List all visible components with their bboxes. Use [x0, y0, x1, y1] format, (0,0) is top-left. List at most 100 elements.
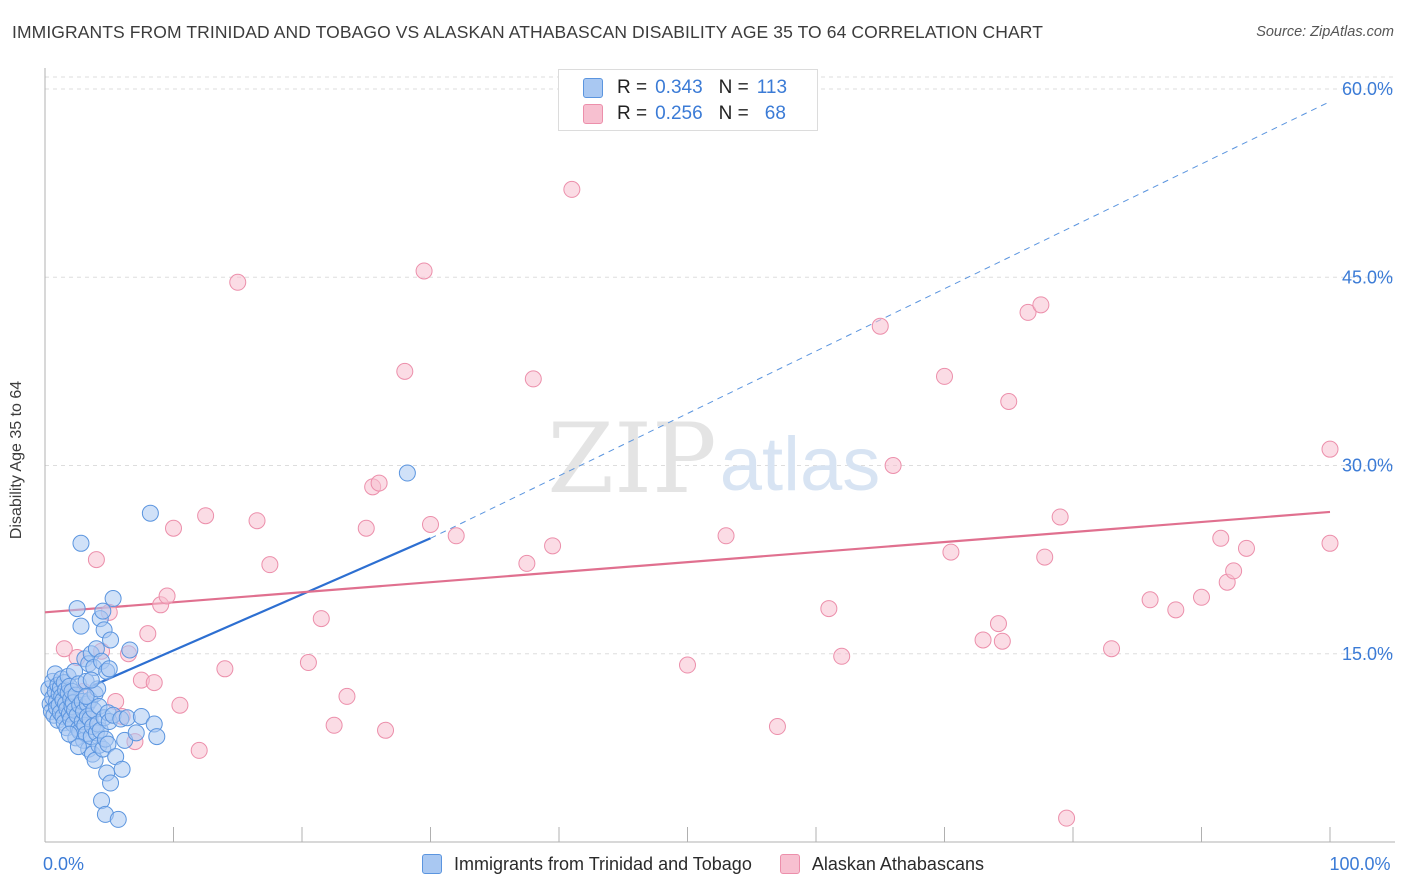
point-athabascan — [158, 587, 176, 605]
point-athabascan — [1051, 508, 1069, 526]
gridlines — [45, 76, 1395, 655]
legend-row-blue: R = 0.343 N = 113 — [583, 76, 787, 100]
point-athabascan — [833, 647, 851, 665]
point-athabascan — [422, 515, 439, 533]
point-athabascan — [145, 674, 163, 692]
point-athabascan — [248, 512, 266, 530]
point-athabascan — [357, 519, 375, 537]
legend-item-athabascan: Alaskan Athabascans — [779, 853, 984, 875]
point-athabascan — [518, 554, 536, 572]
point-athabascan — [1141, 591, 1159, 609]
legend-n-value: 113 — [756, 77, 788, 98]
point-trinidad — [141, 504, 159, 522]
legend-n-value: 68 — [764, 103, 786, 124]
watermark-zip: ZIP — [547, 403, 716, 515]
point-athabascan — [325, 716, 343, 734]
legend-r-value: 0.256 — [655, 103, 703, 124]
trend-line-athabascan — [44, 510, 1331, 614]
point-trinidad — [102, 774, 120, 792]
point-athabascan — [993, 632, 1011, 650]
point-trinidad — [148, 728, 166, 746]
point-athabascan — [1058, 809, 1076, 827]
point-athabascan — [190, 741, 208, 759]
legend-r-value: 0.343 — [655, 77, 703, 98]
point-athabascan — [396, 362, 414, 380]
point-athabascan — [942, 543, 960, 561]
point-athabascan — [139, 625, 157, 643]
point-athabascan — [679, 656, 696, 674]
legend-r-label: R = — [617, 77, 648, 98]
correlation-legend: R = 0.343 N = 113 R = 0.256 N = 68 — [558, 69, 818, 131]
legend-swatch-blue — [583, 78, 603, 98]
y-tick-label: 30.0% — [1342, 456, 1393, 476]
point-trinidad — [72, 617, 90, 635]
point-athabascan — [1019, 303, 1037, 321]
point-athabascan — [370, 474, 388, 492]
point-trinidad — [127, 724, 145, 742]
legend-row-pink: R = 0.256 N = 68 — [583, 102, 786, 126]
point-athabascan — [1000, 392, 1018, 410]
point-athabascan — [1321, 440, 1339, 458]
x-tick-label: 0.0% — [43, 854, 84, 874]
point-athabascan — [1032, 296, 1050, 314]
point-trinidad — [113, 760, 131, 778]
point-athabascan — [717, 527, 735, 545]
point-athabascan — [299, 654, 317, 672]
point-trinidad — [104, 590, 122, 608]
point-athabascan — [884, 457, 902, 474]
series-legend: Immigrants from Trinidad and Tobago Alas… — [0, 850, 1406, 878]
point-trinidad — [69, 738, 87, 756]
point-trinidad — [398, 464, 416, 482]
point-athabascan — [165, 519, 182, 537]
point-trinidad — [118, 709, 136, 727]
point-athabascan — [1103, 640, 1121, 658]
point-athabascan — [1237, 539, 1255, 557]
point-trinidad — [121, 641, 139, 659]
point-athabascan — [544, 537, 562, 555]
source-label: Source: ZipAtlas.com — [1256, 24, 1394, 40]
point-athabascan — [87, 551, 105, 569]
legend-label-trinidad: Immigrants from Trinidad and Tobago — [454, 853, 752, 874]
point-athabascan — [871, 317, 889, 335]
legend-swatch-athabascan — [779, 854, 800, 874]
x-tick-label: 100.0% — [1329, 854, 1390, 874]
point-athabascan — [312, 610, 330, 628]
chart-title: IMMIGRANTS FROM TRINIDAD AND TOBAGO VS A… — [12, 22, 1043, 42]
point-athabascan — [447, 527, 465, 545]
point-athabascan — [563, 180, 581, 198]
y-tick-label: 15.0% — [1342, 644, 1393, 664]
point-athabascan — [261, 556, 279, 574]
point-trinidad — [77, 687, 95, 705]
point-trinidad — [132, 708, 150, 725]
point-trinidad — [100, 660, 118, 678]
point-trinidad — [82, 671, 100, 689]
watermark: ZIP atlas — [547, 403, 880, 515]
legend-swatch-trinidad — [422, 854, 443, 874]
point-athabascan — [1321, 534, 1339, 552]
point-athabascan — [989, 615, 1007, 633]
y-axis-label: Disability Age 35 to 64 — [8, 380, 25, 540]
watermark-atlas: atlas — [720, 422, 881, 507]
point-athabascan — [338, 687, 356, 705]
point-trinidad — [109, 810, 127, 828]
point-athabascan — [1212, 529, 1230, 547]
point-athabascan — [524, 370, 542, 388]
point-athabascan — [768, 718, 786, 736]
point-athabascan — [377, 721, 395, 739]
legend-r-label: R = — [617, 103, 648, 124]
point-trinidad — [68, 600, 86, 618]
point-athabascan — [974, 631, 992, 649]
point-trinidad — [72, 534, 90, 552]
legend-n-label: N = — [718, 103, 749, 124]
point-athabascan — [197, 507, 215, 525]
point-trinidad — [99, 735, 117, 753]
point-athabascan — [1193, 588, 1210, 606]
point-athabascan — [1225, 562, 1243, 580]
point-athabascan — [55, 640, 73, 658]
point-athabascan — [415, 262, 433, 280]
point-trinidad — [94, 602, 112, 620]
point-athabascan — [1036, 548, 1054, 566]
point-trinidad — [60, 725, 78, 743]
legend-label-athabascan: Alaskan Athabascans — [811, 853, 984, 874]
